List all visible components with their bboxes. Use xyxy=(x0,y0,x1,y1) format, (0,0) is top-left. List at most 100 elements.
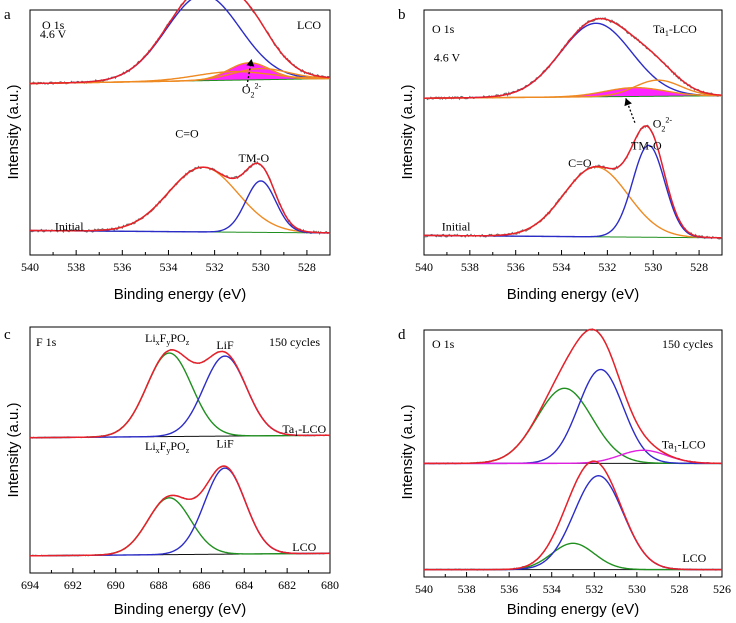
panel-label-c: c xyxy=(4,327,11,343)
annotation-c-4: LiF xyxy=(216,437,234,451)
raw-data-c-1 xyxy=(29,465,331,557)
x-tick-label-a-6: 528 xyxy=(298,260,316,274)
annotation-c-0: LixFyPOz xyxy=(145,331,190,347)
annotation-part-c-0-4: PO xyxy=(170,331,186,345)
annotation-part-c-0-5: z xyxy=(186,338,190,347)
curves-b xyxy=(423,17,723,240)
annotation-b-4: O22- xyxy=(653,116,673,134)
annotation-part-c-0-0: Li xyxy=(145,331,156,345)
curves-a xyxy=(29,0,331,235)
x-tick-label-d-1: 538 xyxy=(458,582,476,596)
envelope-d-1 xyxy=(424,460,722,571)
annotation-c-1: LiF xyxy=(216,338,234,352)
annotation-part-c-3-5: z xyxy=(186,446,190,455)
x-tick-label-d-7: 526 xyxy=(713,582,731,596)
ylabel-a: Intensity (a.u.) xyxy=(5,84,22,179)
panel-label-a: a xyxy=(4,7,11,23)
ylabel-b: Intensity (a.u.) xyxy=(399,84,416,179)
arrow-head-b-0 xyxy=(624,98,632,107)
x-tick-label-b-3: 534 xyxy=(553,260,571,274)
x-tick-label-d-4: 532 xyxy=(585,582,603,596)
annotation-d-0: Ta1-LCO xyxy=(662,438,706,454)
xlabel-d: Binding energy (eV) xyxy=(507,601,640,618)
ylabel-c: Intensity (a.u.) xyxy=(5,402,22,497)
x-tick-label-c-2: 690 xyxy=(107,578,125,592)
corner-right-b-tail: -LCO xyxy=(669,22,697,36)
x-tick-label-b-6: 528 xyxy=(690,260,708,274)
envelope-a-1 xyxy=(29,162,331,234)
ticks-b: 540 538 536 534 532 530 528 xyxy=(415,250,708,274)
annotations-a: 4.6 V Initial C=O TM-O O22- xyxy=(40,27,270,233)
annotation-c-5: LCO xyxy=(292,540,316,554)
annotation-part-c-3-2: F xyxy=(160,439,167,453)
corner-left-c: F 1s xyxy=(36,335,57,349)
annotation-a-4: O22- xyxy=(242,81,262,99)
panel-c: c 694 692 690 688 686 684 682 680 LixFyPOz LiFTa… xyxy=(4,326,339,618)
annotation-part-c-3-4: PO xyxy=(170,439,186,453)
annotation-sub-b-4: 2 xyxy=(661,125,665,134)
x-tick-label-d-0: 540 xyxy=(415,582,433,596)
x-tick-label-b-1: 538 xyxy=(461,260,479,274)
x-tick-label-b-0: 540 xyxy=(415,260,433,274)
panel-d: d 540 538 536 534 532 530 528 526 Ta1-LCO LCO O … xyxy=(398,327,731,618)
envelope-c-1 xyxy=(29,465,331,557)
annotation-part-c-3-1: x xyxy=(156,446,160,455)
x-tick-label-c-1: 692 xyxy=(64,578,82,592)
annotation-part-c-0-3: y xyxy=(166,338,170,347)
x-tick-label-a-3: 534 xyxy=(159,260,177,274)
curves-d xyxy=(423,328,723,571)
xlabel-b: Binding energy (eV) xyxy=(507,286,640,303)
annotation-sup-b-4: 2- xyxy=(665,116,672,125)
corner-left-a: O 1s xyxy=(42,18,65,32)
ticks-a: 540 538 536 534 532 530 528 xyxy=(21,250,316,274)
envelope-b-1 xyxy=(423,125,723,239)
x-tick-label-c-6: 682 xyxy=(278,578,296,592)
corner-right-b: Ta1-LCO xyxy=(653,22,697,38)
envelope-d-0 xyxy=(424,328,722,465)
annotation-tail-c-2: -LCO xyxy=(298,422,326,436)
x-tick-label-b-4: 532 xyxy=(598,260,616,274)
annotation-sub-a-4: 2 xyxy=(251,90,255,99)
annotation-b-3: TM-O xyxy=(631,139,662,153)
x-tick-label-a-2: 536 xyxy=(113,260,131,274)
x-tick-label-a-5: 530 xyxy=(252,260,270,274)
annotation-c-3: LixFyPOz xyxy=(145,439,190,455)
ticks-d: 540 538 536 534 532 530 528 526 xyxy=(415,572,731,596)
arrow-head-a-0 xyxy=(246,59,255,67)
corner-left-b: O 1s xyxy=(432,22,455,36)
x-tick-label-c-3: 688 xyxy=(150,578,168,592)
component-c-1-1 xyxy=(29,467,331,557)
annotation-tail-d-0: -LCO xyxy=(678,438,706,452)
annotation-sub-d-0: 1 xyxy=(674,445,678,454)
x-tick-label-d-5: 530 xyxy=(628,582,646,596)
ticks-c: 694 692 690 688 686 684 682 680 xyxy=(21,568,339,592)
annotation-a-2: C=O xyxy=(175,126,199,140)
corner-right-a: LCO xyxy=(297,18,321,32)
shaded-peak-a-0 xyxy=(30,62,330,84)
shaded-peak-b-0 xyxy=(424,87,722,99)
x-tick-label-c-7: 680 xyxy=(321,578,339,592)
panel-label-b: b xyxy=(398,7,406,23)
annotation-base-c-2: Ta xyxy=(282,422,294,436)
annotation-base-d-0: Ta xyxy=(662,438,674,452)
panel-b: b 540 538 536 534 532 530 528 4.6 V Initial C=O T… xyxy=(398,7,723,303)
component-d-1-0 xyxy=(424,542,722,571)
annotation-part-c-3-0: Li xyxy=(145,439,156,453)
annotation-b-1: Initial xyxy=(442,220,471,234)
annotation-part-c-3-3: y xyxy=(166,446,170,455)
corner-right-d: 150 cycles xyxy=(662,337,713,351)
x-tick-label-c-4: 686 xyxy=(192,578,210,592)
corner-left-d: O 1s xyxy=(432,337,455,351)
x-tick-label-d-3: 534 xyxy=(543,582,561,596)
annotation-sub-c-2: 1 xyxy=(294,429,298,438)
x-tick-label-a-1: 538 xyxy=(67,260,85,274)
annotation-a-0: 4.6 V xyxy=(40,27,67,41)
x-tick-label-a-4: 532 xyxy=(206,260,224,274)
annotation-c-2: Ta1-LCO xyxy=(282,422,326,438)
annotation-a-3: TM-O xyxy=(239,151,270,165)
annotation-a-1: Initial xyxy=(55,220,84,234)
x-tick-label-c-0: 694 xyxy=(21,578,39,592)
annotations-b: 4.6 V Initial C=O TM-O O22- xyxy=(434,50,673,233)
annotation-sup-a-4: 2- xyxy=(255,81,262,90)
annotations-d: Ta1-LCO LCO xyxy=(662,438,707,566)
